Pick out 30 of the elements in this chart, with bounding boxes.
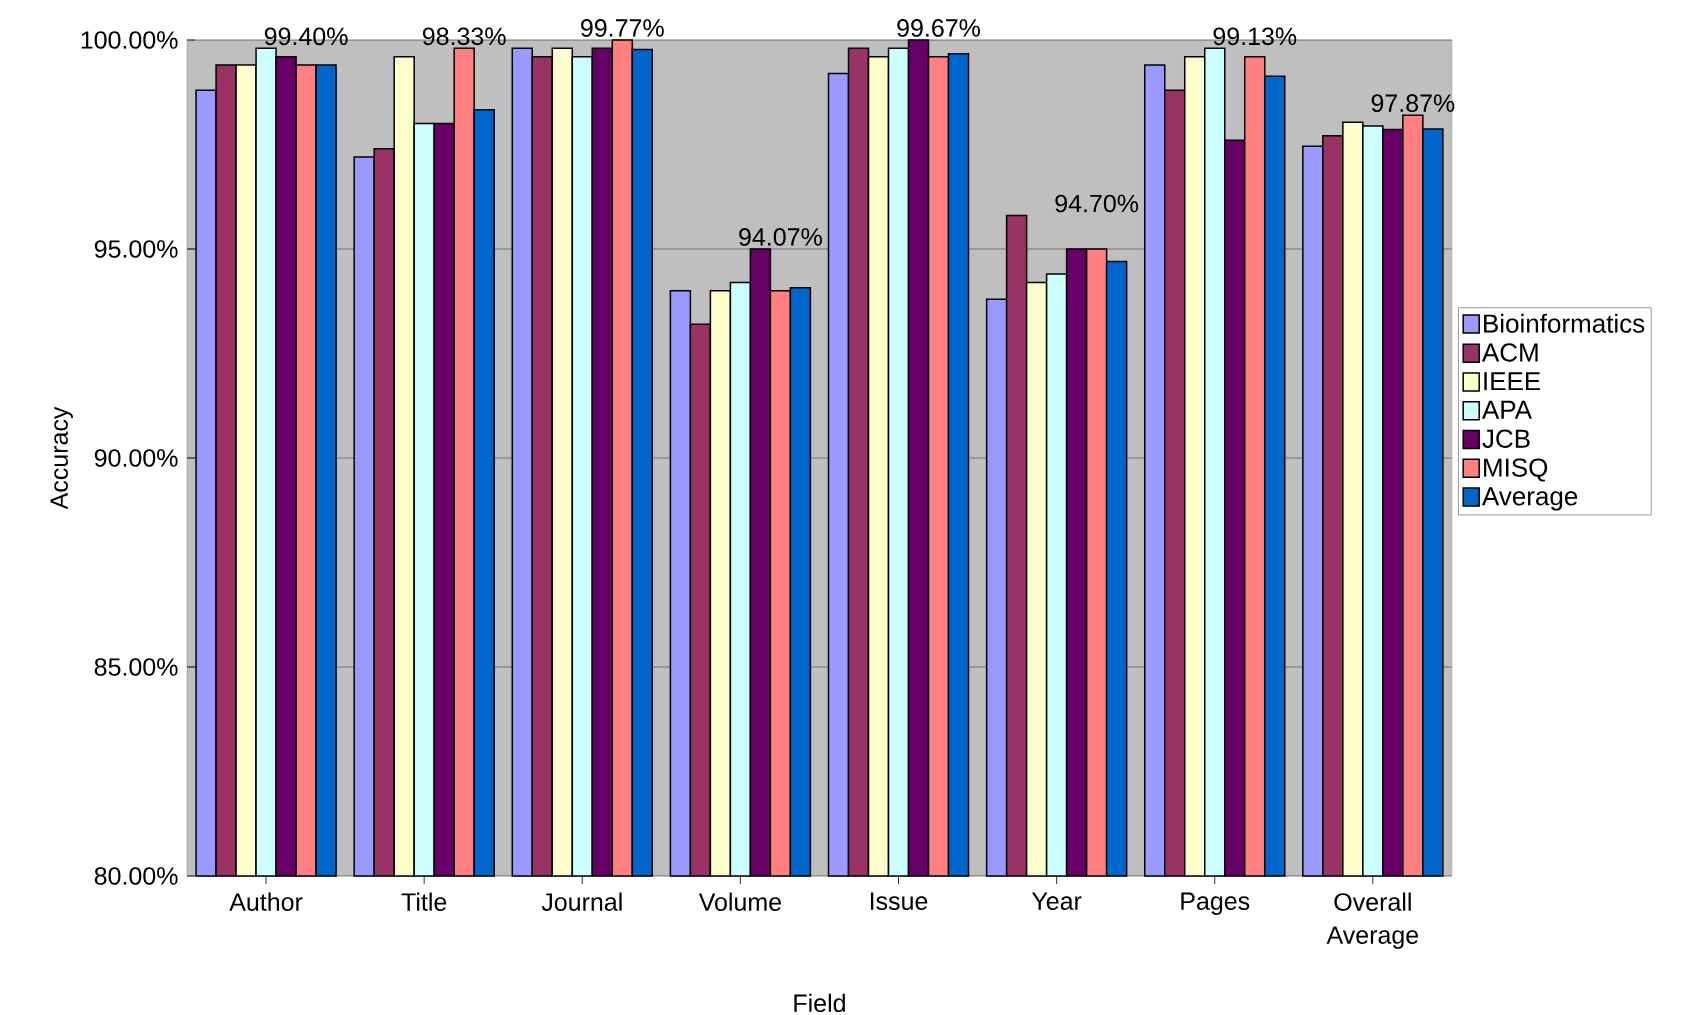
- legend-label: JCB: [1482, 429, 1530, 448]
- data-label: 97.87%: [1371, 94, 1455, 113]
- x-tick-label: Author: [229, 892, 303, 911]
- x-tick-label: Journal: [541, 892, 622, 911]
- y-tick-label: 80.00%: [94, 867, 178, 885]
- legend-label: MISQ: [1484, 458, 1548, 482]
- x-tick-label: Pages: [1181, 892, 1250, 915]
- data-label: 99.13%: [1213, 27, 1297, 46]
- y-tick-label: 90.00%: [94, 449, 178, 467]
- data-label: 99.40%: [264, 27, 348, 46]
- legend-label: APA: [1481, 400, 1532, 419]
- y-tick-label: 95.00%: [94, 240, 178, 258]
- x-tick-label: Title: [401, 892, 447, 911]
- x-tick-label: Overall Average: [1326, 892, 1419, 949]
- x-tick-label: Volume: [698, 892, 781, 911]
- y-tick-label: 100.00%: [81, 31, 178, 49]
- legend-label: Average: [1481, 487, 1578, 511]
- y-tick-label: 85.00%: [94, 658, 178, 676]
- x-tick-label: Issue: [870, 892, 928, 910]
- data-label: 94.70%: [1055, 194, 1139, 213]
- data-label: 98.33%: [422, 27, 506, 46]
- x-axis-title: Field: [794, 993, 845, 1013]
- x-tick-label: Year: [1031, 892, 1082, 910]
- data-label: 99.77%: [581, 19, 664, 37]
- data-label: 94.07%: [739, 228, 822, 246]
- legend-label: Bioinformatics: [1484, 313, 1645, 333]
- y-axis-title: Accuracy: [50, 406, 73, 510]
- data-label: 99.67%: [897, 19, 981, 37]
- legend-label: IEEE: [1484, 372, 1541, 391]
- legend-label: ACM: [1481, 343, 1538, 362]
